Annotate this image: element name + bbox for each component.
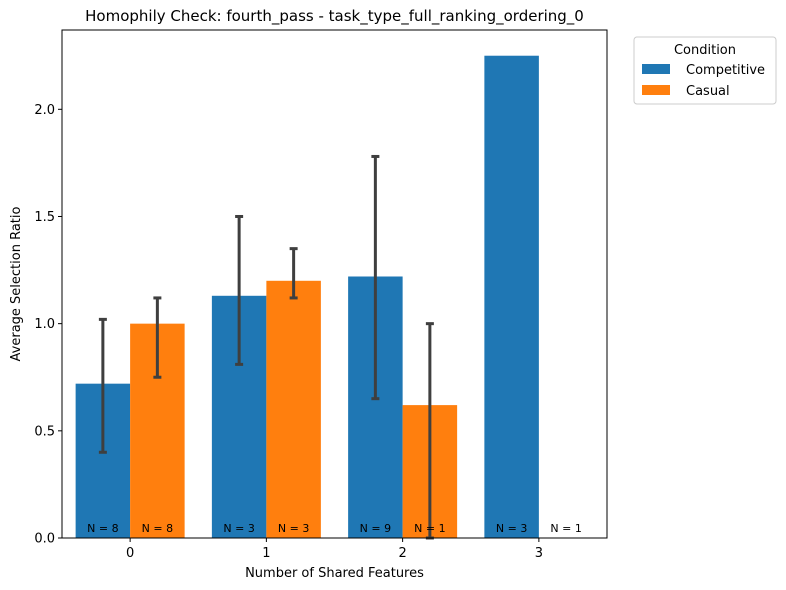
y-tick-label: 2.0: [34, 103, 55, 118]
n-label: N = 3: [496, 522, 527, 535]
chart-title: Homophily Check: fourth_pass - task_type…: [85, 7, 584, 26]
legend-swatch: [642, 85, 670, 95]
x-tick-label: 2: [398, 546, 406, 561]
x-axis-label: Number of Shared Features: [245, 566, 424, 581]
n-label: N = 8: [87, 522, 118, 535]
legend-title: Condition: [674, 43, 736, 58]
y-axis: 0.0 0.5 1.0 1.5 2.0: [34, 103, 62, 547]
error-bar: [235, 214, 244, 366]
error-bar: [98, 317, 107, 454]
x-tick-label: 0: [126, 546, 134, 561]
plot-area: N = 8 N = 3 N = 9 N = 3 N = 8 N = 3 N = 1 N = 1: [61, 29, 608, 540]
legend-swatch: [642, 64, 670, 74]
y-tick-label: 1.0: [34, 317, 55, 332]
n-label: N = 1: [414, 522, 445, 535]
error-bar: [371, 154, 380, 401]
n-label: N = 3: [223, 522, 254, 535]
n-label: N = 8: [142, 522, 173, 535]
error-bar: [289, 247, 298, 300]
n-label: N = 1: [550, 522, 581, 535]
x-tick-label: 3: [535, 546, 543, 561]
n-label: N = 3: [278, 522, 309, 535]
x-axis: 0 1 2 3: [126, 538, 543, 561]
bar: [266, 280, 321, 538]
legend-items: Competitive Casual: [642, 63, 765, 99]
y-tick-label: 1.5: [34, 210, 55, 225]
bar: [484, 55, 539, 538]
n-label: N = 9: [360, 522, 391, 535]
y-axis-label: Average Selection Ratio: [9, 206, 24, 361]
legend: Condition Competitive Casual: [633, 36, 777, 105]
plot-frame: [61, 29, 608, 539]
error-bar: [153, 296, 162, 379]
legend-label: Casual: [686, 84, 730, 99]
y-tick-label: 0.0: [34, 532, 55, 547]
y-tick-label: 0.5: [34, 424, 55, 439]
legend-label: Competitive: [686, 63, 765, 78]
x-tick-label: 1: [262, 546, 270, 561]
